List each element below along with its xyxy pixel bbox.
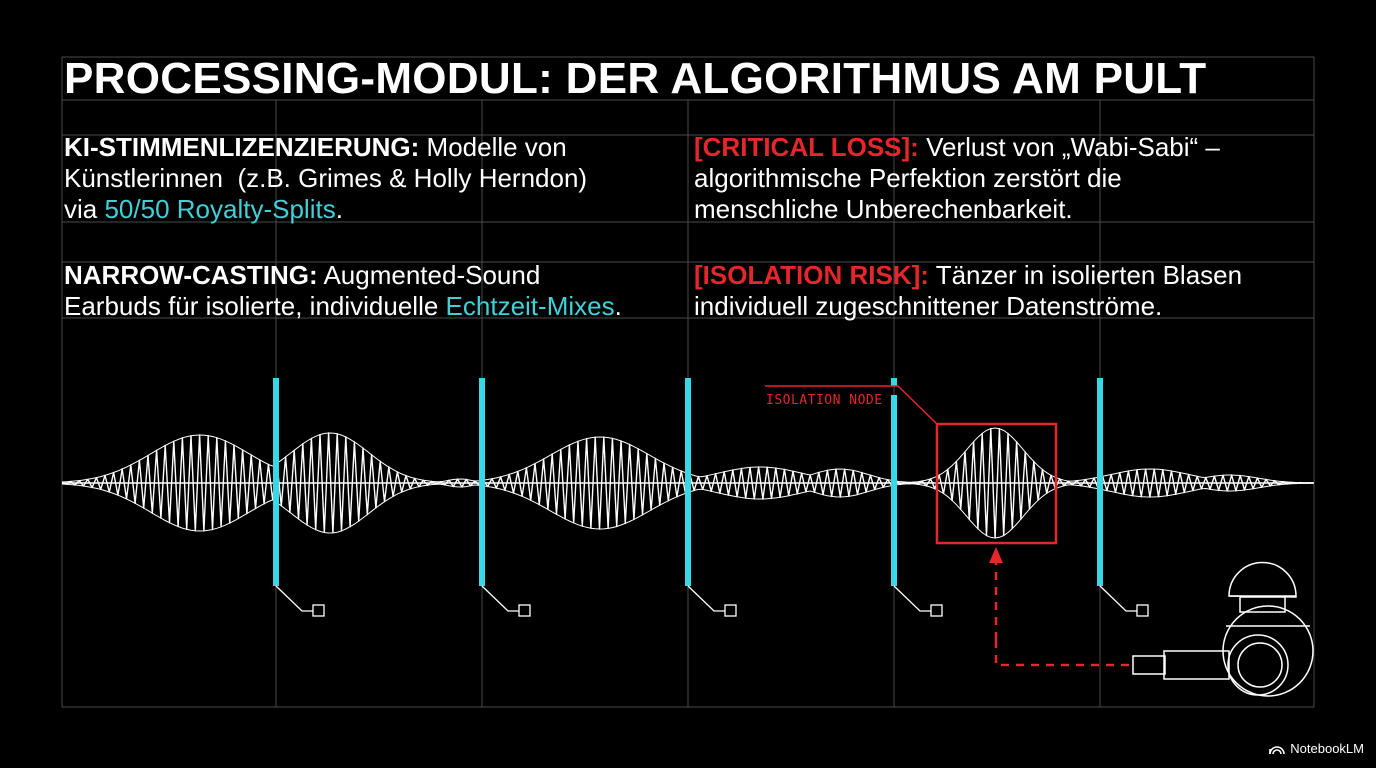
critical-line2: algorithmische Perfektion zerstört die bbox=[694, 163, 1122, 193]
ki-line3-post: . bbox=[335, 194, 343, 224]
ki-line2: Künstlerinnen (z.B. Grimes & Holly Hernd… bbox=[64, 163, 588, 193]
arrow-up-icon bbox=[989, 547, 1003, 563]
cyan-marker-5 bbox=[1097, 378, 1149, 617]
isolation-line2: individuell zugeschnittener Datenströme. bbox=[694, 291, 1163, 321]
isolation-node: ISOLATION NODE bbox=[765, 385, 1134, 667]
narrow-line2-post: . bbox=[614, 291, 622, 321]
ki-voice-licensing-block: KI-STIMMENLIZENZIERUNG: Modelle von Küns… bbox=[64, 132, 587, 225]
ki-text: Modelle von bbox=[419, 132, 567, 162]
earbud-icon bbox=[1132, 561, 1314, 697]
narrow-text: Augmented-Sound bbox=[317, 260, 541, 290]
dashed-connector bbox=[994, 640, 1134, 667]
isolation-risk-block: [ISOLATION RISK]: Tänzer in isolierten B… bbox=[694, 260, 1242, 322]
cyan-marker-2 bbox=[479, 378, 531, 617]
isolation-node-leader bbox=[765, 385, 938, 425]
narrow-line2-pre: Earbuds für isolierte, individuelle bbox=[64, 291, 446, 321]
realtime-mix-highlight: Echtzeit-Mixes bbox=[445, 291, 615, 321]
brand-label: NotebookLM bbox=[1290, 741, 1364, 756]
critical-text: Verlust von „Wabi-Sabi“ – bbox=[918, 132, 1220, 162]
cyan-markers bbox=[273, 378, 1149, 617]
isolation-node-label: ISOLATION NODE bbox=[766, 393, 883, 408]
critical-loss-block: [CRITICAL LOSS]: Verlust von „Wabi-Sabi“… bbox=[694, 132, 1220, 225]
narrow-casting-block: NARROW-CASTING: Augmented-Sound Earbuds … bbox=[64, 260, 622, 322]
ki-line3-pre: via bbox=[64, 194, 105, 224]
brand-watermark: NotebookLM bbox=[1269, 741, 1364, 756]
royalty-split-highlight: 50/50 Royalty-Splits bbox=[104, 194, 336, 224]
critical-loss-label: [CRITICAL LOSS]: bbox=[694, 132, 919, 162]
isolation-node-box bbox=[935, 422, 1058, 545]
notebooklm-logo-icon bbox=[1269, 745, 1286, 754]
narrow-label: NARROW-CASTING: bbox=[64, 260, 318, 290]
critical-line3: menschliche Unberechenbarkeit. bbox=[694, 194, 1073, 224]
cyan-marker-1 bbox=[273, 378, 325, 617]
isolation-risk-label: [ISOLATION RISK]: bbox=[694, 260, 929, 290]
cyan-marker-3 bbox=[685, 378, 737, 617]
page-title: PROCESSING-MODUL: DER ALGORITHMUS AM PUL… bbox=[64, 54, 1207, 103]
cyan-marker-4 bbox=[891, 378, 943, 617]
ki-label: KI-STIMMENLIZENZIERUNG: bbox=[64, 132, 420, 162]
isolation-text: Tänzer in isolierten Blasen bbox=[928, 260, 1243, 290]
